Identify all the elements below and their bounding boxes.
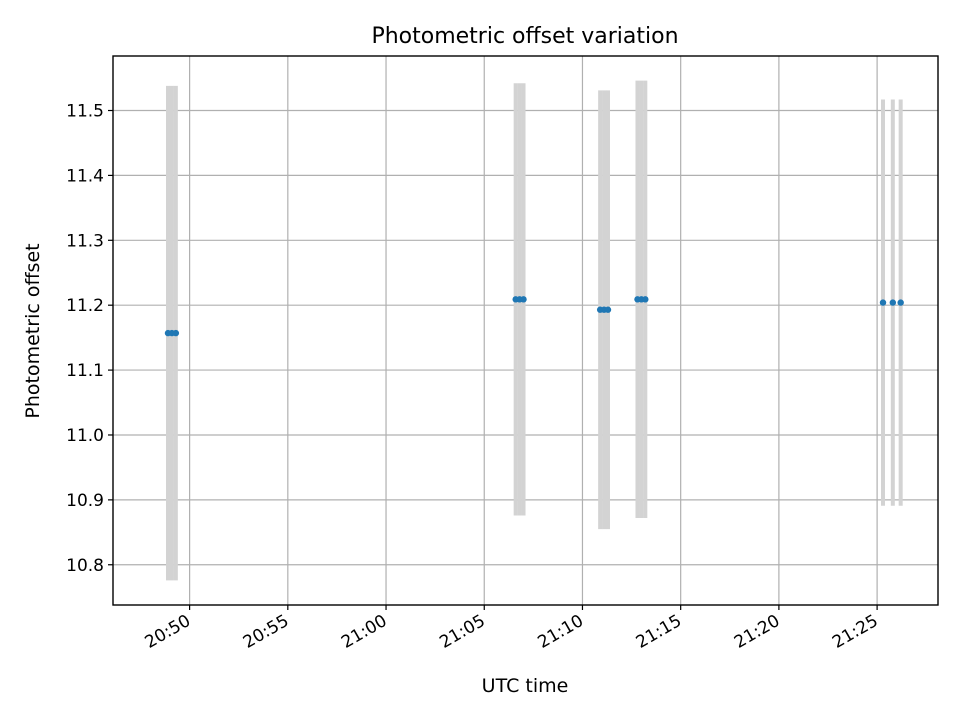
y-tick-label: 11.4 <box>66 166 104 186</box>
y-tick-label: 10.9 <box>66 491 104 511</box>
data-point <box>897 299 904 306</box>
y-tick-label: 11.3 <box>66 231 104 251</box>
y-tick-label: 11.1 <box>66 361 104 381</box>
data-point <box>520 296 527 303</box>
data-points <box>164 296 904 337</box>
y-tick-label: 11.5 <box>66 102 104 122</box>
data-point <box>172 329 180 337</box>
data-point <box>879 299 887 306</box>
data-point <box>889 299 897 306</box>
y-axis-label: Photometric offset <box>22 243 44 418</box>
data-point <box>642 296 649 303</box>
y-tick-label: 10.8 <box>66 556 104 576</box>
y-tick-label: 11.2 <box>66 296 104 316</box>
plot-frame <box>112 55 939 606</box>
y-tick-label: 11.0 <box>66 426 104 446</box>
x-axis-label: UTC time <box>482 675 569 697</box>
chart-title: Photometric offset variation <box>371 24 678 49</box>
data-point <box>604 306 612 313</box>
axis-ticks <box>108 109 878 610</box>
